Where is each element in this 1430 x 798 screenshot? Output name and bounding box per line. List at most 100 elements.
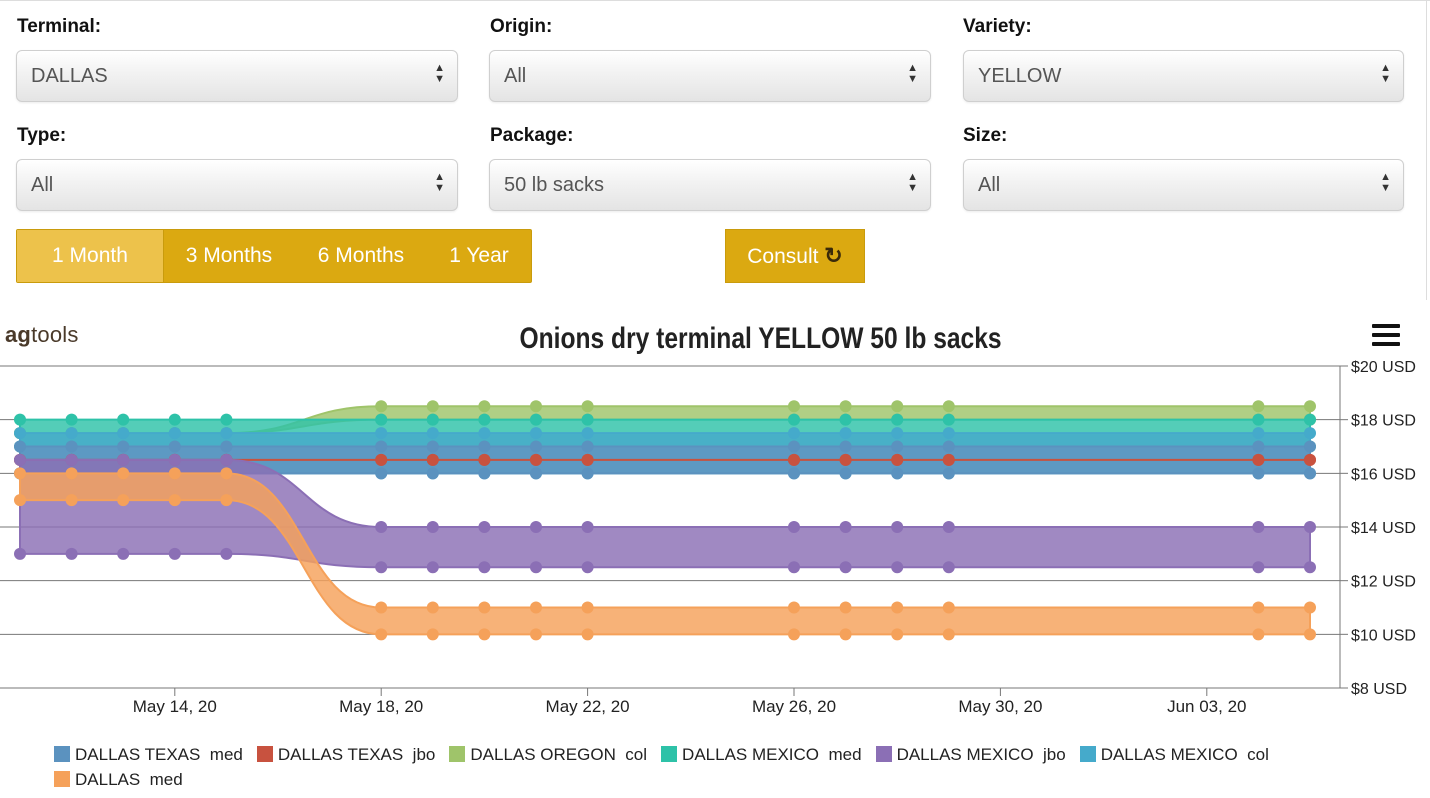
- data-point: [942, 440, 955, 453]
- variety-select[interactable]: YELLOW ▲ ▼: [963, 50, 1404, 102]
- data-point: [581, 601, 594, 614]
- data-point: [891, 467, 904, 480]
- data-point: [1252, 628, 1265, 641]
- data-point: [1304, 453, 1316, 466]
- data-point: [530, 628, 542, 641]
- data-point: [530, 453, 542, 466]
- terminal-value: DALLAS: [31, 65, 108, 87]
- data-point: [14, 427, 26, 440]
- variety-value: YELLOW: [978, 65, 1062, 87]
- data-point: [839, 400, 852, 413]
- data-point: [117, 547, 130, 560]
- data-point: [839, 440, 852, 453]
- data-point: [1304, 413, 1316, 426]
- chart-legend: DALLAS TEXAS med DALLAS TEXAS jbo DALLAS O…: [54, 745, 1424, 795]
- data-point: [581, 521, 594, 533]
- legend-item[interactable]: DALLAS OREGON col: [449, 745, 647, 765]
- data-point: [581, 561, 594, 574]
- range-3-months-button[interactable]: 3 Months: [185, 244, 273, 267]
- data-point: [65, 547, 78, 560]
- data-point: [478, 601, 491, 614]
- y-tick-label: $16 USD: [1351, 466, 1416, 483]
- data-point: [375, 400, 388, 413]
- data-point: [788, 467, 800, 480]
- size-select[interactable]: All ▲ ▼: [963, 159, 1404, 211]
- data-point: [942, 427, 955, 440]
- data-point: [478, 467, 491, 480]
- data-point: [426, 400, 439, 413]
- data-point: [168, 427, 181, 440]
- data-point: [891, 400, 904, 413]
- data-point: [426, 628, 439, 641]
- legend-label: DALLAS med: [75, 770, 183, 789]
- data-point: [1304, 521, 1316, 533]
- data-point: [1304, 440, 1316, 453]
- data-point: [1252, 561, 1265, 574]
- origin-select[interactable]: All ▲ ▼: [489, 50, 931, 102]
- data-point: [581, 400, 594, 413]
- legend-swatch: [875, 746, 892, 762]
- data-point: [788, 521, 800, 533]
- legend-swatch: [661, 746, 678, 762]
- range-1-year-button[interactable]: 1 Year: [449, 244, 509, 267]
- legend-item[interactable]: DALLAS MEXICO col: [1079, 745, 1269, 765]
- data-point: [375, 453, 388, 466]
- y-tick-label: $10 USD: [1351, 627, 1416, 644]
- data-point: [478, 453, 491, 466]
- data-point: [426, 413, 439, 426]
- data-point: [375, 440, 388, 453]
- data-point: [117, 427, 130, 440]
- legend-item[interactable]: DALLAS med: [54, 770, 183, 790]
- data-point: [530, 427, 542, 440]
- data-point: [478, 628, 491, 641]
- data-point: [375, 467, 388, 480]
- data-point: [1252, 601, 1265, 614]
- chart-menu-icon[interactable]: [1372, 324, 1400, 348]
- legend-item[interactable]: DALLAS MEXICO jbo: [875, 745, 1066, 765]
- select-arrows-icon: ▲ ▼: [907, 62, 918, 85]
- top-border: [0, 0, 1430, 5]
- legend-label: DALLAS MEXICO med: [682, 745, 862, 764]
- data-point: [839, 561, 852, 574]
- data-point: [220, 547, 233, 560]
- data-point: [581, 440, 594, 453]
- select-arrows-icon: ▲ ▼: [1380, 171, 1391, 194]
- data-point: [220, 440, 233, 453]
- y-tick-label: $14 USD: [1351, 520, 1416, 537]
- consult-label: Consult: [747, 245, 819, 268]
- data-point: [530, 601, 542, 614]
- data-point: [14, 467, 26, 480]
- legend-item[interactable]: DALLAS MEXICO med: [661, 745, 862, 765]
- data-point: [65, 494, 78, 507]
- x-tick-label: May 30, 20: [958, 697, 1042, 716]
- package-select[interactable]: 50 lb sacks ▲ ▼: [489, 159, 931, 211]
- data-point: [426, 467, 439, 480]
- select-arrows-icon: ▲ ▼: [434, 171, 445, 194]
- consult-button[interactable]: Consult ↻: [725, 229, 865, 283]
- data-point: [942, 400, 955, 413]
- data-point: [839, 467, 852, 480]
- data-point: [14, 440, 26, 453]
- range-6-months-button[interactable]: 6 Months: [317, 244, 405, 267]
- data-point: [220, 427, 233, 440]
- data-point: [375, 601, 388, 614]
- refresh-icon: ↻: [824, 243, 843, 268]
- data-point: [891, 440, 904, 453]
- origin-value: All: [504, 65, 527, 87]
- data-point: [220, 494, 233, 507]
- data-point: [65, 427, 78, 440]
- data-point: [426, 521, 439, 533]
- terminal-select[interactable]: DALLAS ▲ ▼: [16, 50, 458, 102]
- chart-title: Onions dry terminal YELLOW 50 lb sacks: [519, 322, 1002, 355]
- size-value: All: [978, 174, 1001, 196]
- legend-swatch: [54, 746, 70, 762]
- x-tick-label: May 14, 20: [133, 697, 217, 716]
- range-1-month-button[interactable]: 1 Month: [17, 230, 164, 282]
- data-point: [117, 440, 130, 453]
- data-point: [530, 521, 542, 533]
- data-point: [426, 427, 439, 440]
- type-select[interactable]: All ▲ ▼: [16, 159, 458, 211]
- legend-item[interactable]: DALLAS TEXAS jbo: [256, 745, 435, 765]
- legend-item[interactable]: DALLAS TEXAS med: [54, 745, 243, 765]
